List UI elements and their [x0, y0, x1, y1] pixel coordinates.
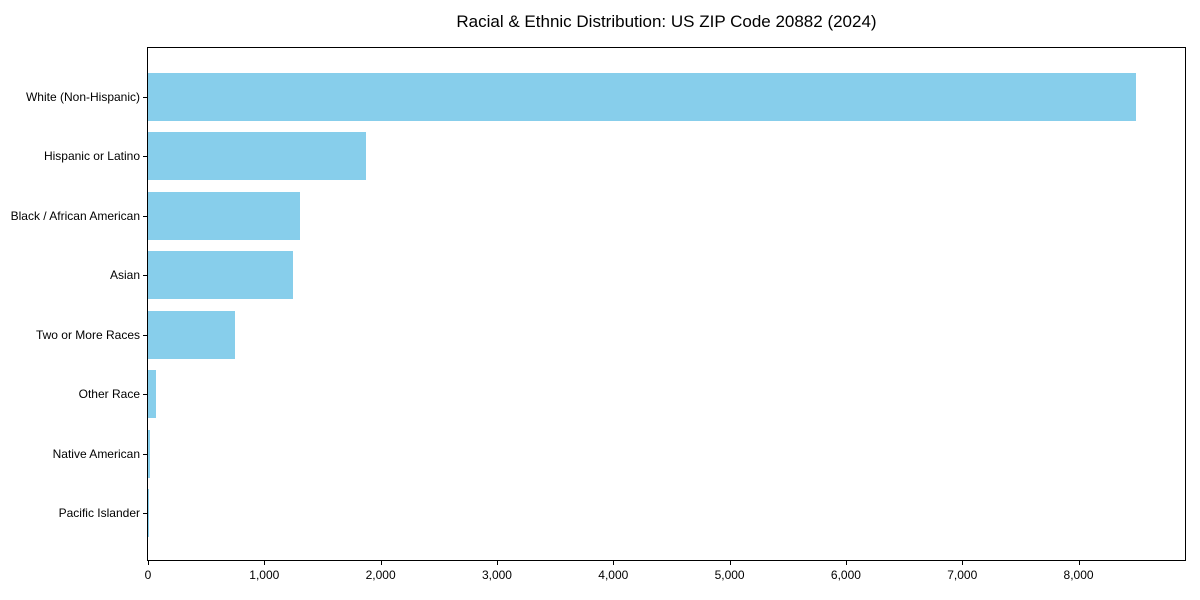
y-axis-label: White (Non-Hispanic) — [25, 90, 140, 104]
x-axis-tick-mark — [148, 561, 149, 565]
x-axis-tick-mark — [496, 561, 498, 565]
chart-title: Racial & Ethnic Distribution: US ZIP Cod… — [456, 12, 877, 31]
bar — [148, 73, 1136, 121]
x-axis-tick-mark — [380, 561, 382, 565]
y-axis-label: Hispanic or Latino — [43, 149, 140, 164]
x-axis-tick-label: 3,000 — [481, 568, 512, 582]
y-axis-tick-mark — [143, 215, 147, 217]
y-axis-label: Native American — [52, 446, 140, 461]
bar — [148, 310, 235, 359]
y-axis-label: Other Race — [78, 387, 140, 402]
x-axis-tick-label: 6,000 — [830, 568, 861, 582]
x-axis-tick-label: 8,000 — [1063, 568, 1094, 582]
y-axis-label: Asian — [109, 268, 140, 283]
y-axis-label: Two or More Races — [35, 327, 140, 342]
y-axis-tick-mark — [143, 334, 147, 336]
y-axis-label: Black / African American — [10, 208, 140, 223]
plot-area — [147, 47, 1186, 561]
x-axis-tick-label: 2,000 — [365, 568, 396, 582]
x-axis-tick-label: 5,000 — [714, 568, 745, 582]
x-axis-tick-label: 4,000 — [598, 568, 629, 582]
y-axis-tick-mark — [143, 156, 147, 158]
bar — [148, 429, 150, 478]
bar — [148, 132, 366, 181]
x-axis-tick-label: 7,000 — [947, 568, 978, 582]
y-axis-tick-mark — [143, 453, 147, 455]
x-axis-tick-label: 0 — [144, 568, 152, 582]
bar — [148, 489, 149, 537]
y-axis-label: Pacific Islander — [58, 506, 140, 520]
y-axis-tick-mark — [143, 275, 147, 277]
y-axis-tick-mark — [143, 97, 147, 98]
x-axis-tick-mark — [962, 561, 964, 565]
y-axis-tick-mark — [143, 394, 147, 396]
x-axis-tick-mark — [1078, 561, 1080, 565]
x-axis-tick-label: 1,000 — [249, 568, 280, 582]
bar — [148, 370, 157, 419]
y-axis-tick-mark — [143, 513, 147, 514]
bar — [148, 191, 301, 240]
x-axis-tick-mark — [613, 561, 615, 565]
bar — [148, 251, 294, 300]
x-axis-tick-mark — [729, 561, 731, 565]
x-axis-tick-mark — [264, 561, 266, 565]
x-axis-tick-mark — [845, 561, 847, 565]
